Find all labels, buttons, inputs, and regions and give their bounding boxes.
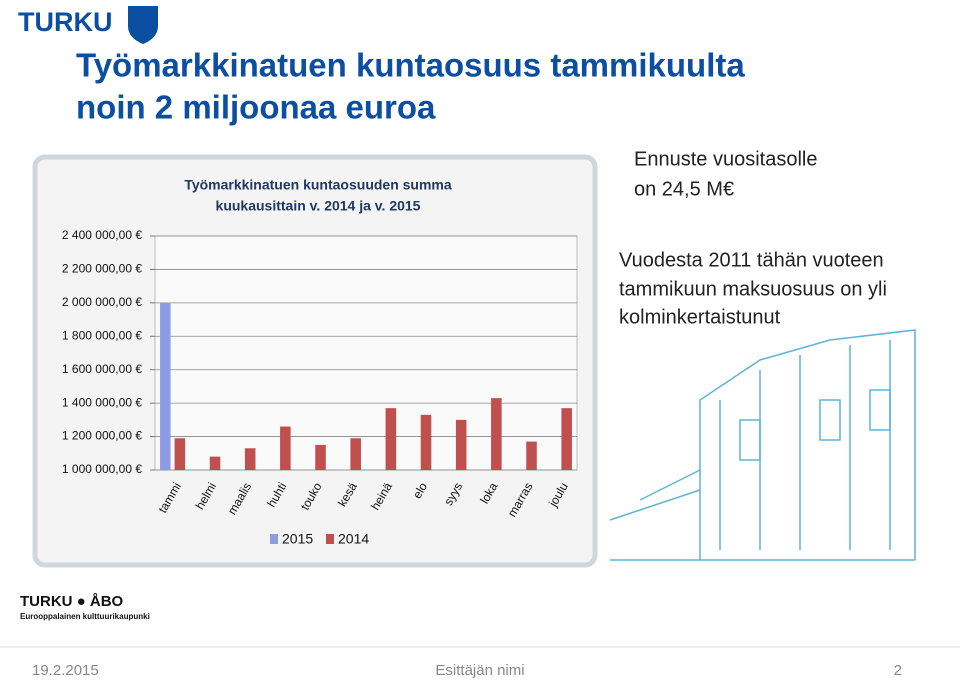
chart-title: Työmarkkinatuen kuntaosuuden summa: [184, 177, 452, 193]
note-line: tammikuun maksuosuus on yli: [619, 278, 887, 300]
bar: [350, 438, 361, 470]
bar: [160, 302, 171, 470]
bar: [174, 438, 186, 470]
coat-of-arms: [128, 6, 158, 44]
y-tick-label: 2 000 000,00 €: [62, 295, 142, 309]
bottom-logo-tagline: Eurooppalainen kulttuurikaupunki: [20, 612, 150, 621]
bar: [385, 408, 397, 470]
bar: [209, 456, 221, 470]
forecast-line: Ennuste vuositasolle: [634, 148, 817, 170]
y-tick-label: 1 600 000,00 €: [62, 362, 142, 376]
y-tick-label: 1 800 000,00 €: [62, 328, 142, 342]
legend-label: 2015: [282, 531, 313, 547]
y-tick-label: 2 200 000,00 €: [62, 262, 142, 276]
bottom-logo: TURKU ● ÅBO: [20, 593, 124, 610]
building-sketch: [609, 329, 916, 561]
legend-swatch: [270, 534, 278, 544]
chart-title: kuukausittain v. 2014 ja v. 2015: [216, 198, 421, 214]
note-line: kolminkertaistunut: [619, 306, 781, 328]
plot-area: [154, 235, 578, 471]
bar: [455, 419, 467, 470]
y-tick-label: 1 000 000,00 €: [62, 462, 142, 476]
bar: [280, 426, 291, 470]
legend-swatch: [326, 534, 334, 544]
footer-presenter: Esittäjän nimi: [435, 662, 524, 679]
logo: TURKU: [18, 7, 113, 37]
title-line: Työmarkkinatuen kuntaosuus tammikuulta: [76, 47, 745, 84]
forecast-line: on 24,5 M€: [634, 178, 734, 200]
bar: [526, 441, 537, 470]
bar: [420, 414, 432, 470]
footer-date: 19.2.2015: [32, 662, 99, 679]
footer-page: 2: [894, 662, 902, 679]
note-line: Vuodesta 2011 tähän vuoteen: [619, 249, 884, 271]
y-tick-label: 1 200 000,00 €: [62, 429, 142, 443]
y-tick-label: 1 400 000,00 €: [62, 395, 142, 409]
bar: [491, 398, 502, 470]
title-line: noin 2 miljoonaa euroa: [76, 89, 436, 126]
legend-label: 2014: [338, 531, 369, 547]
bar: [561, 408, 572, 470]
bar: [244, 448, 256, 470]
bar: [315, 444, 326, 470]
y-tick-label: 2 400 000,00 €: [62, 228, 142, 242]
